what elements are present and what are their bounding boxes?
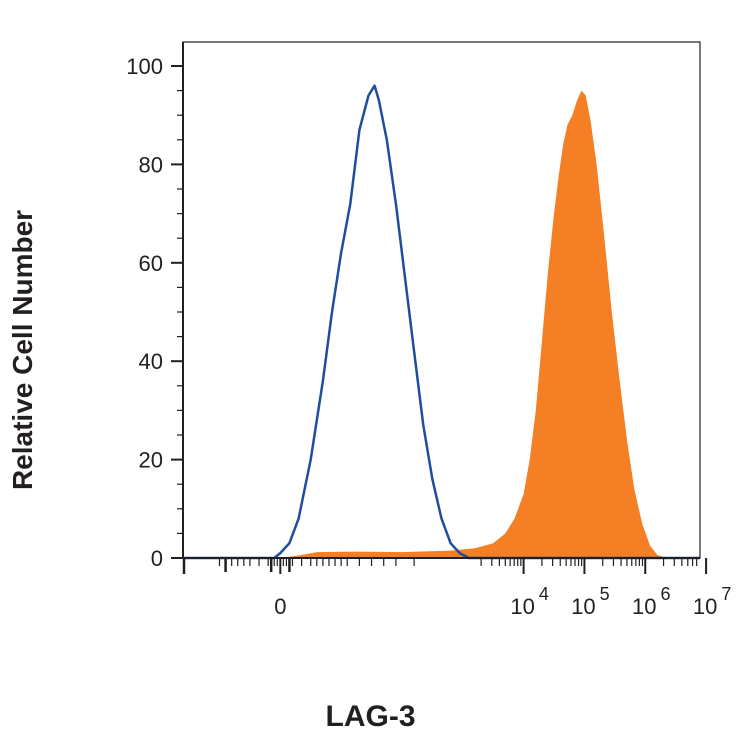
x-tick-label-base: 10 [693, 594, 717, 619]
x-tick-label-exponent: 7 [721, 584, 731, 604]
x-tick-label: 10 5 [571, 584, 610, 619]
x-tick-label-base: 10 [571, 594, 595, 619]
x-tick-label: 10 7 [693, 584, 732, 619]
x-tick-label: 10 6 [632, 584, 671, 619]
y-tick-layer: 0 20 40 60 80 100 [126, 54, 183, 571]
y-axis-label: Relative Cell Number [7, 210, 38, 490]
series-layer [183, 84, 700, 560]
x-tick-label-exponent: 4 [539, 584, 549, 604]
x-tick-label-exponent: 5 [600, 584, 610, 604]
x-tick-label: 0 [274, 594, 286, 619]
x-tick-label-base: 10 [510, 594, 534, 619]
histogram-outline-series [183, 84, 700, 560]
x-tick-layer: 0 10 4 10 5 10 6 10 7 [182, 558, 732, 619]
y-tick-label: 100 [126, 54, 163, 79]
histogram-filled-series [183, 90, 700, 558]
y-tick-label: 60 [139, 251, 163, 276]
y-tick-label: 0 [151, 546, 163, 571]
y-tick-label: 40 [139, 349, 163, 374]
x-tick-label: 10 4 [510, 584, 549, 619]
y-tick-label: 20 [139, 448, 163, 473]
x-axis-label: LAG-3 [325, 700, 416, 733]
y-tick-label: 80 [139, 152, 163, 177]
x-tick-label-exponent: 6 [660, 584, 670, 604]
x-tick-label-base: 10 [632, 594, 656, 619]
y-axis-label-text: Relative Cell Number [7, 210, 38, 490]
